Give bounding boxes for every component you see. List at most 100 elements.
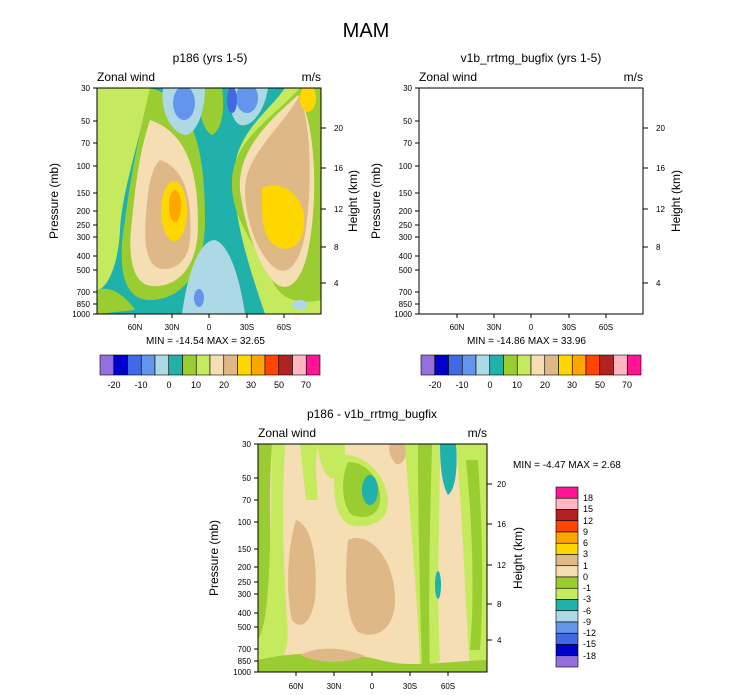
svg-text:30: 30 [403,84,412,93]
svg-text:-20: -20 [428,380,441,390]
colorbar-swatch [209,354,225,376]
height-ticks: 20 16 12 8 4 [643,124,665,288]
svg-text:16: 16 [497,520,506,529]
colorbar-swatch [195,354,211,376]
colorbar-swatch [555,621,579,634]
blob-lightblue-low-east [292,300,308,310]
y-axis-label: Pressure (mb) [47,163,61,239]
svg-text:0: 0 [166,380,171,390]
stats-text: MIN = -4.47 MAX = 2.68 [513,460,621,471]
svg-text:250: 250 [77,221,91,230]
colorbar-swatch [555,599,579,612]
svg-text:-12: -12 [583,628,596,638]
svg-text:200: 200 [238,563,252,572]
svg-text:12: 12 [583,516,593,526]
colorbar-swatch [182,354,197,376]
svg-text:850: 850 [399,300,413,309]
svg-text:30N: 30N [165,323,180,332]
panel-p186: p186 (yrs 1-5) Zonal wind m/s [47,51,360,390]
svg-text:15: 15 [583,504,593,514]
svg-text:60S: 60S [599,323,613,332]
svg-text:0: 0 [370,682,375,691]
right-label: m/s [302,70,321,84]
colorbar-swatch [140,354,156,376]
panel-title: p186 (yrs 1-5) [173,51,248,65]
contour-field [258,444,487,672]
svg-text:300: 300 [238,590,252,599]
colorbar-swatch [475,354,491,376]
svg-text:4: 4 [334,279,339,288]
pressure-ticks: 30 50 70 100 150 200 250 300 400 500 700… [394,84,419,319]
svg-text:700: 700 [399,288,413,297]
colorbar-swatch [250,354,266,376]
colorbar-swatch [555,531,579,544]
svg-text:300: 300 [399,233,413,242]
svg-text:700: 700 [77,288,91,297]
colorbar-swatch [544,354,559,376]
left-label: Zonal wind [258,426,316,440]
svg-text:60N: 60N [450,323,465,332]
svg-text:1000: 1000 [233,668,251,677]
colorbar [420,354,642,376]
svg-text:9: 9 [583,527,588,537]
colorbar-swatch [154,354,170,376]
colorbar-swatch [555,554,579,567]
y-axis-label-right: Height (km) [511,527,525,589]
svg-text:20: 20 [219,380,229,390]
panel-v1b-rrtmg-bugfix: v1b_rrtmg_bugfix (yrs 1-5) Zonal wind m/… [369,51,683,390]
svg-text:50: 50 [403,117,412,126]
lat-ticks: 60N 30N 0 30S 60S [450,314,613,332]
svg-text:0: 0 [529,323,534,332]
svg-text:20: 20 [334,124,343,133]
blob-teal-east-low [435,571,441,599]
svg-text:10: 10 [191,380,201,390]
colorbar-swatch [420,354,436,376]
svg-text:8: 8 [334,243,339,252]
colorbar-swatch [489,354,504,376]
svg-text:400: 400 [399,252,413,261]
colorbar-swatch [555,655,579,668]
svg-text:20: 20 [656,124,665,133]
band-green-mid [199,88,224,135]
colorbar-swatch [305,354,321,376]
svg-text:100: 100 [238,518,252,527]
plot-frame [418,87,644,315]
colorbar-swatch [168,354,183,376]
colorbar-swatch [555,520,579,533]
svg-text:70: 70 [81,139,90,148]
svg-text:50: 50 [274,380,284,390]
svg-text:500: 500 [238,623,252,632]
svg-text:0: 0 [207,323,212,332]
colorbar-labels: 18 15 12 9 6 3 1 0 -1 -3 -6 -9 -12 -15 -… [583,493,596,661]
lat-ticks: 60N 30N 0 30S 60S [289,672,455,691]
svg-text:1000: 1000 [394,310,412,319]
y-axis-label: Pressure (mb) [207,520,221,596]
svg-text:16: 16 [656,164,665,173]
blob-teal-center [362,475,378,505]
svg-text:30S: 30S [403,682,417,691]
colorbar-swatch [555,486,579,499]
svg-text:60N: 60N [128,323,143,332]
svg-text:-10: -10 [134,380,147,390]
svg-text:60N: 60N [289,682,304,691]
svg-text:-1: -1 [583,583,591,593]
band-darkblue-east [227,88,237,113]
svg-text:30N: 30N [487,323,502,332]
band-tan-center [346,538,395,635]
band-green-far-east [466,460,483,650]
svg-text:50: 50 [242,474,251,483]
colorbar-swatch [127,354,142,376]
colorbar-swatch [555,587,579,600]
blob-blue-low-west [194,289,204,307]
jet-tip-east [300,88,316,112]
colorbar-swatch [503,354,518,376]
contour-field [419,83,643,314]
colorbar-swatch [555,509,579,522]
band-tan-west-mid [288,520,316,625]
colorbar-swatch [555,542,579,555]
svg-text:1000: 1000 [72,310,90,319]
svg-text:50: 50 [595,380,605,390]
svg-text:18: 18 [583,493,593,503]
svg-text:30: 30 [567,380,577,390]
svg-text:-18: -18 [583,651,596,661]
